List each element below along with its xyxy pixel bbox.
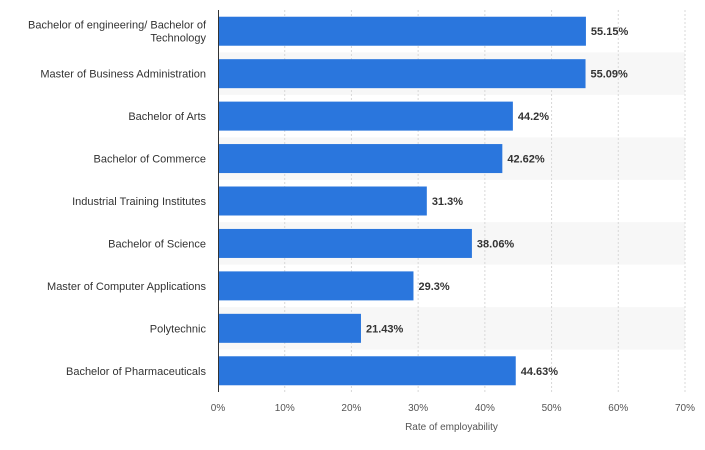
bar (219, 16, 586, 46)
bar (219, 356, 516, 386)
bar (219, 186, 427, 216)
bar (219, 101, 513, 131)
value-label: 44.2% (518, 111, 549, 123)
value-label: 29.3% (418, 281, 449, 293)
value-labels: 55.15% 55.09% 44.2% 42.62% 31.3% 38.06% 29.3% 2… (366, 26, 628, 378)
bars (219, 16, 586, 386)
category-label: Bachelor of engineering/ Bachelor of (28, 20, 207, 32)
x-axis-title: Rate of employability (405, 422, 498, 433)
category-label: Bachelor of Pharmaceuticals (66, 366, 207, 378)
bar (219, 228, 472, 258)
value-label: 55.15% (591, 26, 629, 38)
category-label: Polytechnic (150, 323, 207, 335)
x-tick-label: 30% (408, 403, 428, 414)
value-label: 31.3% (432, 196, 463, 208)
bar (219, 313, 361, 343)
value-label: 55.09% (591, 69, 629, 81)
category-label: Bachelor of Commerce (94, 154, 207, 166)
x-tick-label: 50% (542, 403, 562, 414)
value-label: 42.62% (507, 154, 545, 166)
bar (219, 271, 414, 301)
x-tick-label: 60% (608, 403, 628, 414)
x-tick-labels: 0% 10% 20% 30% 40% 50% 60% 70% (211, 403, 695, 414)
category-label: Industrial Training Institutes (72, 196, 206, 208)
category-label: Master of Computer Applications (47, 281, 206, 293)
category-label: Bachelor of Science (108, 238, 206, 250)
category-label: Technology (150, 33, 206, 45)
bar (219, 59, 586, 89)
value-label: 44.63% (521, 366, 559, 378)
x-tick-label: 0% (211, 403, 226, 414)
x-tick-label: 70% (675, 403, 695, 414)
value-label: 21.43% (366, 323, 404, 335)
value-label: 38.06% (477, 238, 515, 250)
x-tick-label: 10% (275, 403, 295, 414)
category-labels: Bachelor of engineering/ Bachelor ofTech… (28, 20, 207, 378)
x-tick-label: 40% (475, 403, 495, 414)
bar (219, 144, 503, 174)
x-tick-label: 20% (341, 403, 361, 414)
category-label: Master of Business Administration (40, 69, 206, 81)
category-label: Bachelor of Arts (128, 111, 206, 123)
